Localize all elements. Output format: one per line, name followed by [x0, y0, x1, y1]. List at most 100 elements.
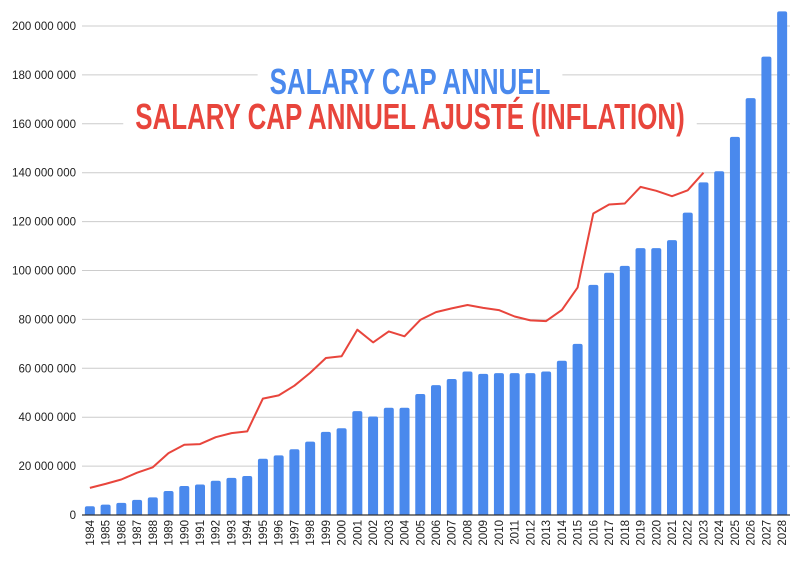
x-tick-label: 2017 — [604, 520, 616, 546]
bar-2018 — [619, 265, 630, 515]
x-tick-label: 1994 — [242, 519, 254, 545]
bar-1993 — [226, 477, 237, 515]
y-tick-label: 60 000 000 — [18, 363, 76, 375]
bar-2004 — [399, 407, 410, 515]
bar-2012 — [525, 373, 536, 515]
bar-2000 — [336, 428, 347, 515]
bar-1999 — [320, 431, 331, 515]
x-tick-label: 2027 — [761, 520, 773, 546]
x-tick-label: 1987 — [132, 520, 144, 546]
x-tick-label: 1995 — [258, 520, 270, 546]
x-tick-label: 1984 — [85, 519, 97, 545]
bar-1998 — [305, 441, 316, 515]
title-background — [257, 64, 563, 100]
x-tick-label: 2021 — [667, 520, 679, 546]
bar-1988 — [147, 497, 158, 515]
bar-2013 — [541, 371, 552, 515]
bar-2008 — [462, 371, 473, 515]
bar-1994 — [242, 475, 253, 515]
bar-2007 — [446, 378, 457, 515]
x-tick-label: 1988 — [148, 520, 160, 546]
x-tick-label: 2019 — [636, 520, 648, 546]
bar-1989 — [163, 491, 174, 515]
x-tick-label: 2023 — [698, 520, 710, 546]
x-tick-label: 2024 — [714, 519, 726, 545]
bar-2015 — [572, 343, 583, 515]
x-tick-label: 2020 — [651, 520, 663, 546]
bar-2020 — [651, 248, 662, 515]
bar-series — [84, 11, 788, 516]
x-tick-label: 2004 — [400, 519, 412, 545]
y-tick-label: 140 000 000 — [12, 168, 76, 180]
y-tick-label: 160 000 000 — [12, 119, 76, 131]
x-tick-label: 2022 — [683, 520, 695, 546]
y-axis-ticks: 0 20 000 000 40 000 000 60 000 000 80 000 00… — [12, 21, 76, 522]
x-tick-label: 1989 — [164, 520, 176, 546]
title-line-2: SALARY CAP ANNUEL AJUSTÉ (INFLATION) — [135, 97, 684, 137]
bar-2027 — [761, 56, 772, 515]
bar-2006 — [431, 385, 441, 515]
x-tick-label: 1993 — [226, 520, 238, 546]
x-tick-label: 2015 — [573, 520, 585, 546]
bar-1986 — [116, 502, 127, 515]
x-tick-label: 2006 — [431, 520, 443, 546]
bar-2025 — [729, 136, 740, 515]
bar-1990 — [179, 485, 190, 515]
bar-2001 — [352, 411, 363, 515]
bar-2022 — [682, 212, 693, 516]
bar-2024 — [714, 171, 725, 516]
y-tick-label: 200 000 000 — [12, 21, 76, 33]
y-tick-label: 0 — [70, 510, 76, 522]
x-tick-label: 1992 — [211, 520, 223, 546]
x-tick-label: 2018 — [620, 520, 632, 546]
bar-2010 — [493, 373, 504, 515]
line-series — [89, 172, 705, 489]
x-tick-label: 1990 — [179, 520, 191, 546]
x-tick-label: 2025 — [730, 520, 742, 546]
x-tick-label: 2012 — [525, 520, 537, 546]
bar-2016 — [588, 284, 599, 515]
bar-1991 — [195, 484, 205, 515]
bar-2009 — [478, 373, 489, 515]
x-tick-label: 2005 — [415, 520, 427, 546]
y-tick-label: 20 000 000 — [18, 461, 76, 473]
bar-2017 — [604, 272, 615, 515]
inflation-adjusted-line — [89, 172, 705, 489]
bar-1992 — [210, 480, 221, 515]
bar-2002 — [368, 416, 379, 515]
chart-title: SALARY CAP ANNUEL SALARY CAP ANNUEL AJUS… — [123, 62, 697, 137]
bar-1984 — [84, 506, 95, 515]
bar-2023 — [698, 182, 709, 515]
x-tick-label: 2010 — [494, 520, 506, 546]
bar-1987 — [132, 499, 143, 515]
x-tick-label: 2003 — [384, 520, 396, 546]
x-tick-label: 1999 — [321, 520, 333, 546]
x-tick-label: 1998 — [305, 520, 317, 546]
x-tick-label: 1996 — [274, 520, 286, 546]
bar-1995 — [257, 458, 268, 515]
bar-2011 — [509, 373, 520, 515]
y-tick-label: 40 000 000 — [18, 412, 76, 424]
title-line-1: SALARY CAP ANNUEL — [270, 62, 551, 102]
x-tick-label: 2007 — [447, 520, 459, 546]
bar-2026 — [745, 98, 756, 515]
y-tick-label: 100 000 000 — [12, 266, 76, 278]
bar-2005 — [415, 393, 426, 515]
bar-1997 — [289, 449, 300, 515]
x-tick-label: 2001 — [352, 520, 364, 546]
x-tick-label: 2009 — [478, 520, 490, 546]
bar-1996 — [273, 455, 284, 515]
title-background — [123, 99, 697, 135]
bar-2021 — [667, 240, 677, 515]
y-tick-label: 80 000 000 — [18, 314, 76, 326]
x-tick-label: 1997 — [289, 520, 301, 546]
x-tick-label: 1985 — [101, 520, 113, 546]
x-tick-label: 2028 — [777, 520, 789, 546]
x-tick-label: 2016 — [588, 520, 600, 546]
x-tick-label: 2008 — [462, 520, 474, 546]
x-tick-label: 2002 — [368, 520, 380, 546]
x-tick-label: 1991 — [195, 520, 207, 546]
y-tick-label: 120 000 000 — [12, 217, 76, 229]
x-tick-label: 2000 — [337, 520, 349, 546]
